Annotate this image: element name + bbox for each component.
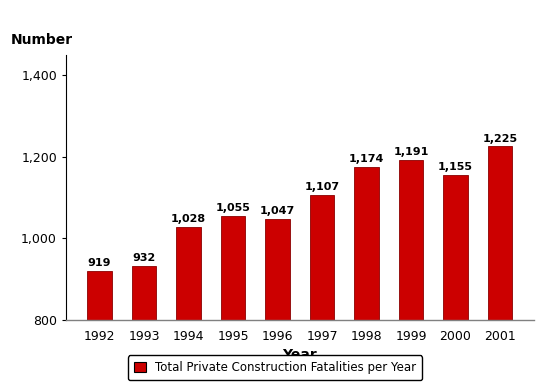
Text: 932: 932 [133, 253, 156, 263]
Text: 1,028: 1,028 [171, 214, 206, 224]
Text: 1,155: 1,155 [438, 162, 473, 172]
Text: 1,107: 1,107 [305, 182, 339, 192]
Bar [221, 216, 245, 320]
Text: 919: 919 [88, 259, 111, 268]
Text: Number: Number [11, 33, 73, 47]
Text: 1,047: 1,047 [260, 206, 295, 216]
Bar [132, 266, 156, 320]
Bar [87, 271, 112, 320]
Text: 1,225: 1,225 [482, 133, 518, 144]
Bar [354, 167, 379, 320]
Bar [265, 219, 290, 320]
Text: 1,055: 1,055 [216, 203, 250, 213]
Bar [488, 146, 512, 320]
Bar [310, 195, 334, 320]
Text: 1,191: 1,191 [393, 147, 428, 158]
Bar [443, 175, 468, 320]
Bar [399, 160, 424, 320]
X-axis label: Year: Year [282, 348, 317, 362]
Bar [176, 227, 201, 320]
Legend: Total Private Construction Fatalities per Year: Total Private Construction Fatalities pe… [128, 355, 422, 380]
Text: 1,174: 1,174 [349, 154, 384, 164]
